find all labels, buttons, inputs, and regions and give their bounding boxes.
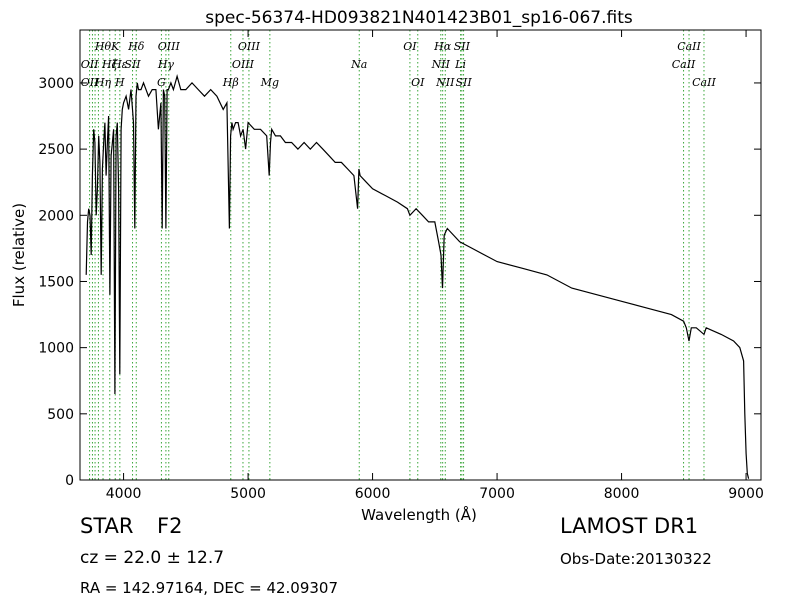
line-label: Li — [454, 58, 466, 71]
survey-name: LAMOST DR1 — [560, 514, 699, 538]
line-labels: OII OII Hθ Hη Hζ K Hε H SII Hδ G Hγ OIII Hβ OIII OIII Mg… — [81, 40, 717, 89]
observation-date: Obs-Date:20130322 — [560, 550, 712, 568]
line-label: Hθ — [94, 40, 112, 53]
y-tick-label: 1000 — [38, 341, 74, 357]
line-label: CaII — [672, 58, 696, 71]
line-label: K — [110, 40, 120, 53]
x-tick-label: 4000 — [106, 486, 142, 502]
line-markers — [89, 30, 705, 480]
y-axis-label: Flux (relative) — [10, 203, 28, 307]
x-tick-label: 6000 — [355, 486, 391, 502]
line-label: Hγ — [157, 58, 175, 71]
line-label: OII — [81, 76, 99, 89]
y-tick-label: 0 — [65, 473, 74, 489]
line-label: CaII — [677, 40, 701, 53]
line-label: OIII — [232, 58, 255, 71]
line-label: Hζ — [101, 58, 119, 71]
line-label: CaII — [692, 76, 716, 89]
x-tick-label: 7000 — [479, 486, 515, 502]
plot-frame — [79, 29, 762, 481]
y-tick-label: 2000 — [38, 208, 74, 224]
line-label: NII — [431, 58, 451, 71]
y-axis-ticks: 0 500 1000 1500 2000 2500 3000 — [38, 76, 761, 489]
x-tick-label: 8000 — [604, 486, 640, 502]
y-tick-label: 1500 — [38, 274, 74, 290]
y-tick-label: 2500 — [38, 142, 74, 158]
line-label: Hα — [433, 40, 452, 53]
line-label: OIII — [238, 40, 261, 53]
y-tick-label: 3000 — [38, 76, 74, 92]
chart-title: spec-56374-HD093821N401423B01_sp16-067.f… — [205, 8, 633, 28]
y-tick-label: 500 — [47, 407, 74, 423]
line-label: OIII — [158, 40, 181, 53]
line-label: SII — [124, 58, 141, 71]
line-label: H — [114, 76, 125, 89]
line-label: Mg — [260, 76, 279, 89]
line-label: Hε — [111, 58, 128, 71]
object-class: STAR — [80, 514, 134, 538]
line-label: OI — [411, 76, 425, 89]
spectrum-line — [85, 74, 750, 479]
line-label: Na — [350, 58, 367, 71]
line-label: SII — [455, 76, 472, 89]
line-label: Hδ — [127, 40, 145, 53]
line-label: NII — [435, 76, 455, 89]
line-label: OII — [81, 58, 99, 71]
object-subclass: F2 — [157, 514, 183, 538]
coordinates-readout: RA = 142.97164, DEC = 42.09307 — [80, 579, 339, 597]
line-label: SII — [454, 40, 471, 53]
redshift-readout: cz = 22.0 ± 12.7 — [80, 548, 225, 568]
x-axis-label: Wavelength (Å) — [361, 505, 477, 524]
x-tick-label: 5000 — [230, 486, 266, 502]
x-axis-ticks: 4000 5000 6000 7000 8000 9000 — [106, 30, 764, 502]
line-label: G — [157, 76, 166, 89]
line-label: OI — [403, 40, 417, 53]
line-label: Hβ — [222, 76, 239, 89]
line-label: Hη — [94, 76, 112, 89]
x-tick-label: 9000 — [728, 486, 764, 502]
